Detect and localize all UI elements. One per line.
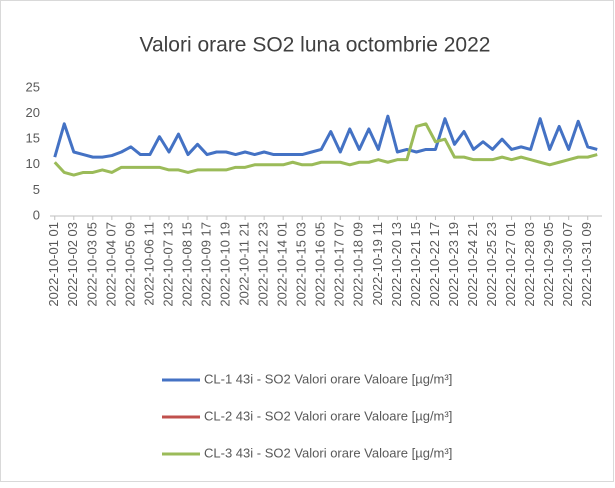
x-tick-label: 2022-10-27 01 [503,222,518,307]
y-tick-label: 15 [26,131,40,146]
y-tick-label: 20 [26,105,40,120]
legend-label: CL-1 43i - SO2 Valori orare Valoare [µg/… [204,371,452,386]
x-tick-label: 2022-10-11 21 [237,222,252,306]
x-tick-label: 2022-10-03 05 [84,222,99,307]
x-tick-label: 2022-10-15 03 [294,222,309,307]
x-tick-label: 2022-10-04 07 [103,222,118,307]
x-tick-label: 2022-10-14 01 [275,222,290,307]
x-tick-label: 2022-10-19 11 [370,222,385,306]
y-tick-label: 25 [26,79,40,94]
x-tick-label: 2022-10-17 07 [332,222,347,307]
chart-title: Valori orare SO2 luna octombrie 2022 [140,34,491,57]
x-tick-label: 2022-10-20 13 [389,222,404,307]
legend-label: CL-2 43i - SO2 Valori orare Valoare [µg/… [204,408,452,423]
x-tick-label: 2022-10-25 23 [484,222,499,307]
y-tick-label: 5 [33,182,40,197]
x-tick-label: 2022-10-22 17 [427,222,442,307]
x-tick-label: 2022-10-01 01 [46,222,61,307]
y-tick-label: 10 [26,156,40,171]
x-tick-label: 2022-10-02 03 [65,222,80,307]
x-tick-label: 2022-10-24 21 [465,222,480,307]
x-tick-label: 2022-10-05 09 [122,222,137,307]
series-line [53,122,598,177]
x-tick-label: 2022-10-31 09 [579,222,594,307]
x-tick-label: 2022-10-18 09 [351,222,366,307]
legend-label: CL-3 43i - SO2 Valori orare Valoare [µg/… [204,445,452,460]
x-tick-label: 2022-10-09 17 [198,222,213,307]
series-line [53,114,598,159]
x-tick-label: 2022-10-21 15 [408,222,423,307]
x-tick-label: 2022-10-30 07 [560,222,575,307]
x-tick-label: 2022-10-07 13 [160,222,175,307]
x-tick-label: 2022-10-12 23 [256,222,271,307]
x-tick-label: 2022-10-06 11 [141,222,156,306]
x-tick-label: 2022-10-28 03 [522,222,537,307]
x-tick-label: 2022-10-08 15 [179,222,194,307]
y-tick-label: 0 [33,207,40,222]
x-tick-label: 2022-10-16 05 [313,222,328,307]
x-tick-label: 2022-10-23 19 [446,222,461,307]
x-tick-label: 2022-10-29 05 [541,222,556,307]
x-tick-label: 2022-10-10 19 [218,222,233,307]
